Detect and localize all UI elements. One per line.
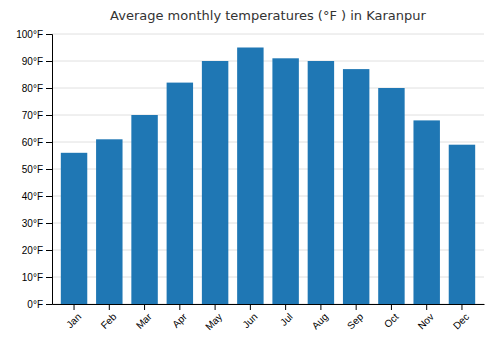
y-tick: 30°F	[22, 218, 52, 229]
marks	[61, 48, 475, 305]
tick-label: Sep	[345, 311, 366, 332]
tick-label: Jan	[64, 311, 83, 330]
tick-mark	[46, 142, 52, 143]
tick-mark	[46, 169, 52, 170]
tick-label: Jul	[278, 311, 295, 328]
tick-label: 100°F	[16, 29, 43, 40]
tick-mark	[46, 61, 52, 62]
grid-line	[52, 115, 484, 116]
y-tick: 60°F	[22, 137, 52, 148]
tick-mark	[461, 304, 462, 310]
tick-mark	[46, 115, 52, 116]
tick-label: 40°F	[22, 191, 43, 202]
tick-label: 10°F	[22, 272, 43, 283]
grid-line	[52, 61, 484, 62]
tick-label: 60°F	[22, 137, 43, 148]
tick-mark	[250, 304, 251, 310]
tick-label: 90°F	[22, 56, 43, 67]
tick-mark	[320, 304, 321, 310]
tick-label: May	[203, 311, 224, 332]
tick-mark	[46, 277, 52, 278]
x-tick: Nov	[416, 304, 436, 331]
tick-mark	[46, 34, 52, 35]
bar	[131, 115, 157, 304]
y-axis: 0°F 10°F 20°F 30°F 40°F 50°F 60°F 70°F 80°F 90°F 1…	[16, 29, 52, 310]
x-tick: May	[203, 304, 224, 332]
tick-mark	[109, 304, 110, 310]
title: Average monthly temperatures (°F ) in Ka…	[110, 8, 426, 23]
x-tick: Feb	[99, 304, 119, 331]
plot-area: 0°F 10°F 20°F 30°F 40°F 50°F 60°F 70°F 80°F 90°F 1…	[16, 29, 484, 333]
tick-mark	[179, 304, 180, 310]
bar	[96, 139, 122, 304]
y-tick: 50°F	[22, 164, 52, 175]
x-tick: Dec	[451, 304, 471, 331]
y-tick: 90°F	[22, 56, 52, 67]
bar	[61, 153, 87, 304]
tick-label: Dec	[451, 311, 471, 331]
tick-label: 50°F	[22, 164, 43, 175]
y-tick: 10°F	[22, 272, 52, 283]
tick-mark	[46, 250, 52, 251]
x-tick: Oct	[382, 304, 401, 330]
grid	[52, 34, 484, 304]
grid-line	[52, 34, 484, 35]
axis-line	[53, 304, 485, 305]
tick-label: Aug	[310, 311, 330, 331]
bar	[202, 61, 228, 304]
tick-mark	[46, 196, 52, 197]
x-tick: Jan	[64, 304, 83, 330]
tick-mark	[215, 304, 216, 310]
y-tick: 20°F	[22, 245, 52, 256]
tick-label: 0°F	[27, 299, 43, 310]
x-tick: Aug	[310, 304, 330, 331]
bar	[272, 58, 298, 304]
x-tick: Mar	[134, 304, 154, 331]
tick-label: Jun	[240, 311, 259, 330]
bar	[308, 61, 334, 304]
tick-mark	[46, 88, 52, 89]
bar	[449, 145, 475, 304]
bar	[167, 83, 193, 304]
tick-mark	[426, 304, 427, 310]
y-tick: 80°F	[22, 83, 52, 94]
tick-label: 80°F	[22, 83, 43, 94]
chart: 0°F 10°F 20°F 30°F 40°F 50°F 60°F 70°F 80°F 90°F 1…	[0, 0, 500, 350]
tick-mark	[391, 304, 392, 310]
tick-mark	[46, 223, 52, 224]
tick-label: Mar	[134, 311, 154, 331]
tick-label: Feb	[99, 311, 119, 331]
x-tick: Sep	[345, 304, 366, 331]
y-tick: 70°F	[22, 110, 52, 121]
tick-label: Oct	[382, 311, 401, 330]
bar	[343, 69, 369, 304]
x-tick: Jun	[240, 304, 259, 330]
tick-mark	[74, 304, 75, 310]
tick-label: 70°F	[22, 110, 43, 121]
tick-mark	[46, 304, 52, 305]
bar	[237, 48, 263, 305]
bar	[378, 88, 404, 304]
x-tick: Apr	[170, 304, 189, 330]
y-tick: 100°F	[16, 29, 52, 40]
x-tick: Jul	[278, 304, 295, 328]
tick-label: Nov	[416, 311, 436, 331]
y-tick: 0°F	[27, 299, 52, 310]
tick-mark	[356, 304, 357, 310]
tick-label: Apr	[170, 311, 189, 330]
grid-line	[52, 88, 484, 89]
axis-line	[46, 35, 53, 305]
tick-label: 30°F	[22, 218, 43, 229]
tick-label: 20°F	[22, 245, 43, 256]
x-axis: Jan Feb Mar Apr May Jun Jul Aug Sep Oct Nov Dec	[53, 304, 485, 332]
y-tick: 40°F	[22, 191, 52, 202]
tick-mark	[285, 304, 286, 310]
tick-mark	[144, 304, 145, 310]
bar	[413, 120, 439, 304]
